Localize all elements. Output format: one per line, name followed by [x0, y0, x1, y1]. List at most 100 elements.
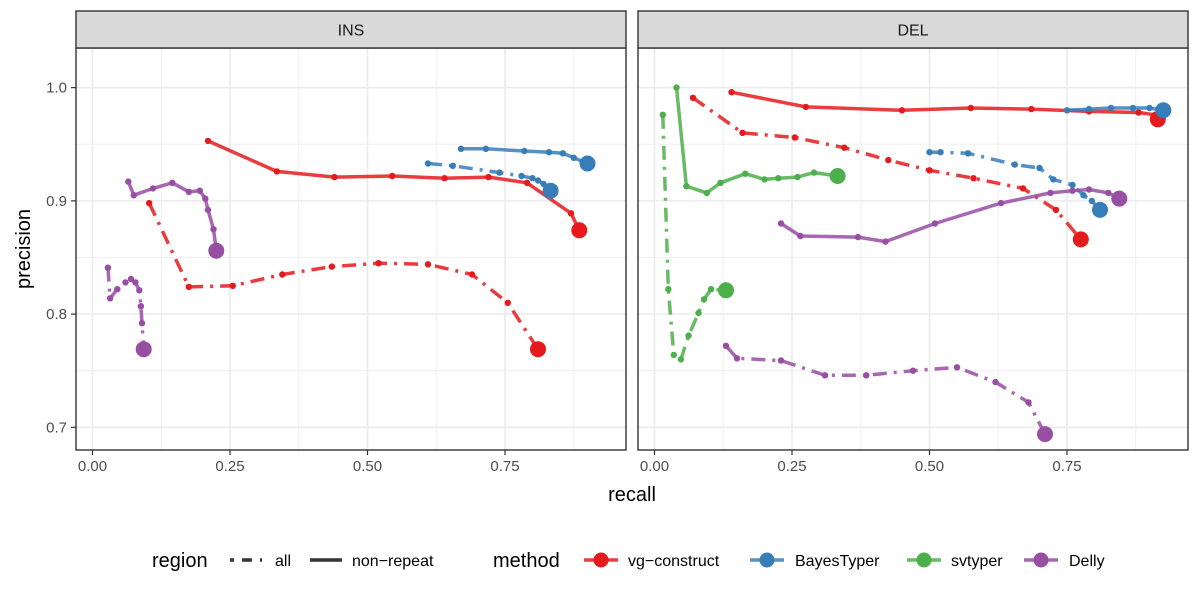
data-point — [518, 172, 525, 180]
data-point — [810, 169, 818, 176]
data-point — [659, 111, 666, 119]
data-point — [1063, 107, 1071, 114]
data-point — [149, 185, 157, 192]
legend-swatch-point — [759, 552, 775, 568]
data-point — [1069, 187, 1076, 194]
data-point — [733, 355, 741, 362]
data-point — [854, 233, 862, 241]
data-point — [665, 286, 672, 293]
data-point — [791, 134, 798, 141]
data-point — [1036, 164, 1043, 172]
data-point — [559, 150, 566, 157]
data-point — [279, 271, 286, 278]
panel-background — [76, 48, 626, 450]
data-point — [125, 178, 132, 185]
data-point — [1069, 181, 1076, 189]
data-point — [104, 264, 112, 271]
data-point — [331, 173, 338, 181]
data-point — [695, 309, 702, 317]
data-point — [135, 341, 152, 358]
legend-label-region: non−repeat — [352, 553, 434, 570]
data-point — [683, 183, 690, 190]
data-point — [202, 195, 209, 202]
series-line — [674, 87, 838, 195]
data-point — [797, 232, 804, 240]
legend: region all non−repeat method vg−construct Bay… — [152, 550, 1105, 572]
series-svtyper-non-repeat — [673, 84, 846, 197]
data-point — [1107, 104, 1115, 112]
data-point — [775, 175, 782, 182]
data-point — [482, 145, 489, 152]
data-point — [909, 367, 917, 374]
legend-label-method: Delly — [1069, 553, 1105, 570]
series-bayestyper-non-repeat — [1063, 102, 1172, 119]
facet-panel-ins: INS 0.00 0.25 0.50 0.75 0.7 0.8 0.9 1.0 — [46, 10, 627, 475]
x-tick-label: 0.25 — [215, 458, 244, 475]
series-bayestyper-non-repeat — [457, 145, 596, 172]
series-line — [147, 202, 540, 351]
facet-strip — [637, 10, 1189, 49]
data-point — [127, 275, 135, 283]
data-point — [673, 84, 680, 91]
data-point — [1085, 105, 1093, 113]
data-point — [926, 167, 933, 174]
data-point — [1050, 176, 1057, 183]
data-point — [146, 199, 153, 207]
panel-background — [638, 48, 1188, 450]
data-point — [424, 261, 432, 268]
legend-label-method: svtyper — [951, 553, 1003, 570]
data-point — [685, 332, 692, 339]
x-tick-label: 0.50 — [353, 458, 382, 475]
data-point — [728, 89, 735, 96]
data-point — [821, 372, 829, 379]
legend-label-method: BayesTyper — [795, 553, 880, 570]
series-vgconstruct-non-repeat — [204, 137, 588, 239]
data-point — [761, 176, 768, 183]
data-point — [777, 357, 785, 364]
series-vgconstruct-all — [146, 199, 546, 358]
data-point — [841, 144, 848, 151]
data-point — [703, 189, 710, 197]
data-point — [997, 199, 1005, 207]
data-point — [717, 179, 724, 186]
data-point — [1052, 206, 1060, 214]
data-point — [1047, 189, 1054, 197]
data-point — [829, 168, 846, 184]
data-point — [468, 271, 476, 278]
data-point — [521, 147, 528, 155]
series-delly-all — [722, 342, 1053, 443]
legend-swatch-point — [916, 552, 932, 568]
data-point — [937, 149, 944, 156]
data-point — [1072, 231, 1089, 248]
legend-title-method: method — [493, 550, 560, 572]
data-point — [138, 320, 146, 327]
data-point — [132, 279, 139, 286]
data-point — [210, 226, 217, 233]
data-point — [457, 145, 465, 152]
series-line — [661, 114, 727, 362]
legend-label-method: vg−construct — [628, 553, 720, 570]
data-point — [424, 160, 432, 167]
data-point — [707, 286, 715, 293]
data-point — [1129, 104, 1137, 112]
data-point — [136, 287, 143, 294]
data-point — [545, 149, 553, 156]
data-point — [777, 220, 785, 227]
data-point — [196, 187, 203, 194]
data-point — [530, 341, 546, 358]
legend-label-region: all — [275, 553, 291, 570]
x-tick-label: 0.25 — [777, 458, 806, 475]
data-point — [208, 242, 225, 259]
data-point — [739, 129, 746, 137]
facet-panel-del: DEL 0.00 0.25 0.50 0.75 — [637, 10, 1189, 475]
data-point — [496, 169, 503, 176]
data-point — [1105, 189, 1112, 197]
data-point — [529, 175, 536, 182]
data-point — [863, 372, 870, 379]
data-point — [449, 162, 456, 169]
data-point — [742, 170, 749, 177]
data-point — [898, 107, 906, 114]
facet-strip-label: INS — [338, 23, 365, 40]
data-point — [1011, 161, 1018, 168]
data-point — [970, 175, 977, 182]
